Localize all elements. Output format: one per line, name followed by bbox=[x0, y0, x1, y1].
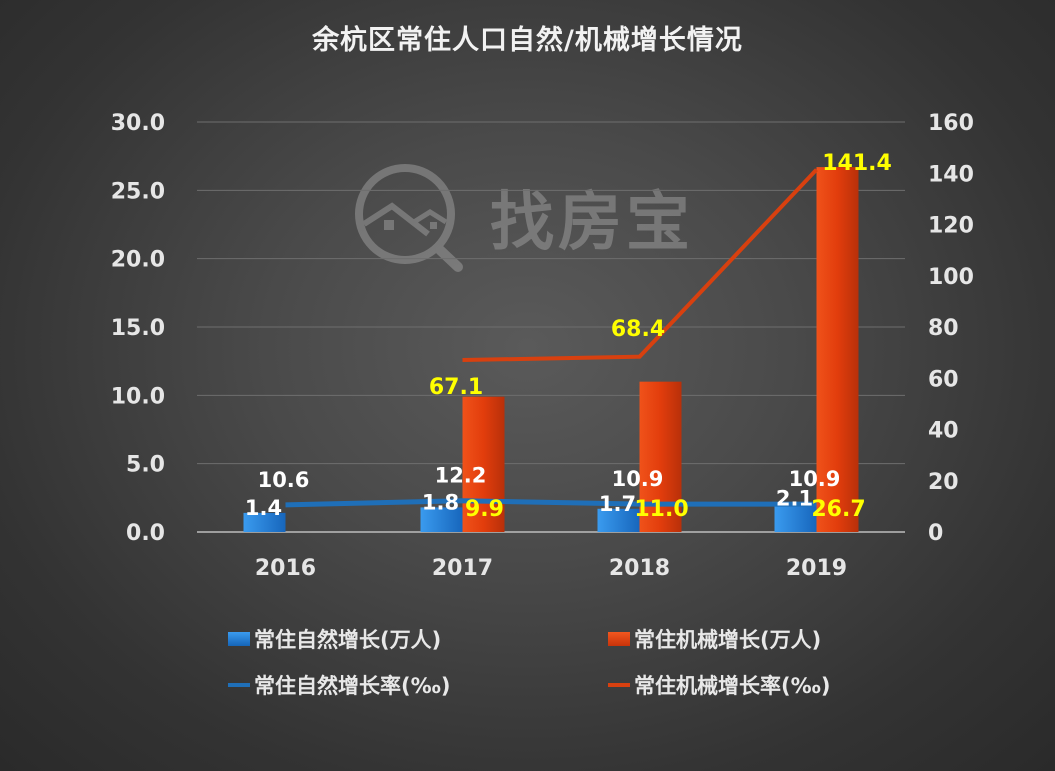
mechanical-growth-label: 9.9 bbox=[465, 497, 504, 522]
mechanical-growth-label: 26.7 bbox=[811, 497, 865, 522]
chart-title: 余杭区常住人口自然/机械增长情况 bbox=[312, 25, 743, 56]
natural-rate-label: 10.9 bbox=[789, 467, 841, 491]
gridlines bbox=[197, 121, 905, 533]
natural-growth-bar bbox=[243, 512, 286, 532]
mechanical-rate-label: 141.4 bbox=[822, 151, 892, 176]
right-axis-tick: 0 bbox=[928, 521, 943, 546]
left-y-axis: 0.0 5.0 10.0 15.0 20.0 25.0 30.0 bbox=[111, 111, 165, 546]
mechanical-growth-bar bbox=[816, 167, 859, 532]
right-axis-tick: 20 bbox=[928, 470, 959, 495]
left-axis-tick: 15.0 bbox=[111, 316, 165, 341]
right-axis-tick: 120 bbox=[928, 214, 974, 239]
right-axis-tick: 40 bbox=[928, 419, 959, 444]
right-axis-tick: 100 bbox=[928, 265, 974, 290]
natural-rate-label: 10.9 bbox=[612, 467, 664, 491]
watermark: 找房宝 bbox=[350, 162, 694, 272]
natural-rate-line bbox=[285, 498, 817, 508]
right-axis-tick: 60 bbox=[928, 367, 959, 392]
legend-item-mechanical-growth: 常住机械增长(万人) bbox=[608, 624, 821, 654]
left-axis-tick: 10.0 bbox=[111, 384, 165, 409]
left-axis-tick: 5.0 bbox=[126, 453, 165, 478]
natural-growth-label: 1.4 bbox=[245, 496, 282, 520]
mechanical-rate-label: 68.4 bbox=[611, 317, 665, 342]
natural-growth-bar bbox=[597, 508, 640, 532]
mechanical-growth-bar bbox=[639, 381, 682, 532]
x-axis-tick: 2018 bbox=[609, 556, 670, 581]
bar-series bbox=[243, 167, 859, 532]
natural-growth-label: 1.8 bbox=[422, 490, 459, 514]
blue-line-swatch-icon bbox=[228, 683, 250, 687]
legend-item-natural-growth: 常住自然增长(万人) bbox=[228, 624, 441, 654]
mechanical-rate-label: 67.1 bbox=[429, 375, 483, 400]
magnifier-house-icon bbox=[355, 164, 463, 272]
red-bar-swatch-icon bbox=[608, 632, 630, 646]
legend-item-mechanical-rate: 常住机械增长率(‰) bbox=[608, 670, 830, 700]
natural-growth-bar bbox=[774, 503, 817, 532]
x-axis-tick: 2017 bbox=[432, 556, 493, 581]
mechanical-growth-label: 11.0 bbox=[634, 497, 688, 522]
right-y-axis: 0 20 40 60 80 100 120 140 160 bbox=[928, 111, 974, 546]
natural-rate-label: 12.2 bbox=[435, 464, 487, 488]
x-axis-tick: 2019 bbox=[786, 556, 847, 581]
natural-growth-label: 1.7 bbox=[599, 492, 636, 516]
mechanical-growth-bar bbox=[462, 396, 505, 532]
x-axis-tick: 2016 bbox=[255, 556, 316, 581]
left-axis-tick: 25.0 bbox=[111, 179, 165, 204]
mechanical-rate-line bbox=[462, 168, 818, 363]
natural-growth-label: 2.1 bbox=[776, 486, 813, 510]
right-axis-tick: 140 bbox=[928, 162, 974, 187]
x-axis: 2016 2017 2018 2019 bbox=[255, 556, 847, 581]
left-axis-tick: 30.0 bbox=[111, 111, 165, 136]
blue-bar-swatch-icon bbox=[228, 632, 250, 646]
left-axis-tick: 20.0 bbox=[111, 248, 165, 273]
watermark-text: 找房宝 bbox=[490, 186, 694, 260]
line-series bbox=[285, 168, 818, 508]
right-axis-tick: 80 bbox=[928, 316, 959, 341]
legend-item-natural-rate: 常住自然增长率(‰) bbox=[228, 670, 450, 700]
natural-rate-label: 10.6 bbox=[258, 468, 310, 492]
right-axis-tick: 160 bbox=[928, 111, 974, 136]
data-labels: 1.4 1.8 1.7 2.1 9.9 11.0 26.7 10.6 12.2 10.9 10.9 6… bbox=[245, 151, 892, 522]
natural-growth-bar bbox=[420, 507, 463, 532]
left-axis-tick: 0.0 bbox=[126, 521, 165, 546]
red-line-swatch-icon bbox=[608, 683, 630, 687]
